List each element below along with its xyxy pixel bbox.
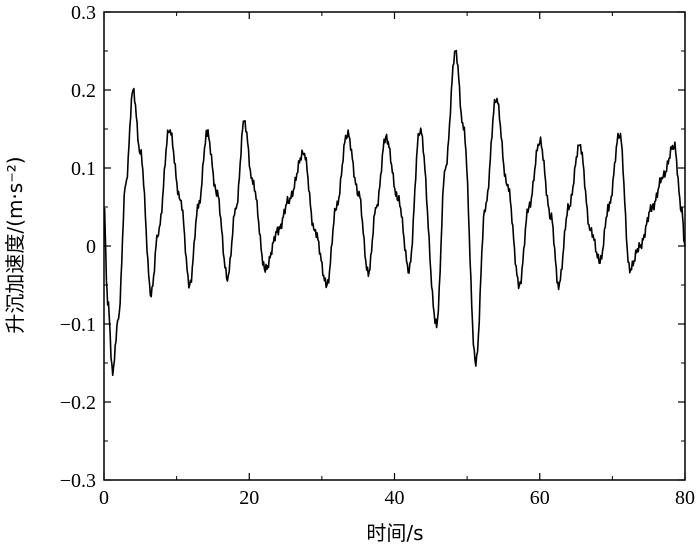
y-tick-label: 0.3 — [71, 2, 96, 24]
y-tick-label: −0.3 — [60, 470, 96, 492]
x-tick-label: 0 — [99, 487, 109, 509]
x-tick-label: 40 — [385, 487, 405, 509]
x-axis-title: 时间/s — [366, 521, 423, 545]
y-tick-label: 0.1 — [71, 158, 96, 180]
y-tick-label: 0.2 — [71, 80, 96, 102]
plot-frame — [103, 11, 686, 481]
x-axis-ticks: 0 20 40 60 80 — [99, 12, 695, 509]
x-tick-label: 60 — [530, 487, 550, 509]
y-tick-label: −0.1 — [60, 314, 96, 336]
y-axis-ticks: −0.3 −0.2 −0.1 0 0.1 0.2 0.3 — [60, 2, 685, 492]
series-line — [103, 49, 686, 377]
y-axis-title: 升沉加速度/(m·s⁻²) — [3, 156, 27, 333]
plot-area — [103, 11, 686, 481]
x-tick-label: 20 — [239, 487, 259, 509]
y-tick-label: −0.2 — [60, 392, 96, 414]
y-tick-label: 0 — [86, 236, 96, 258]
x-tick-label: 80 — [675, 487, 695, 509]
